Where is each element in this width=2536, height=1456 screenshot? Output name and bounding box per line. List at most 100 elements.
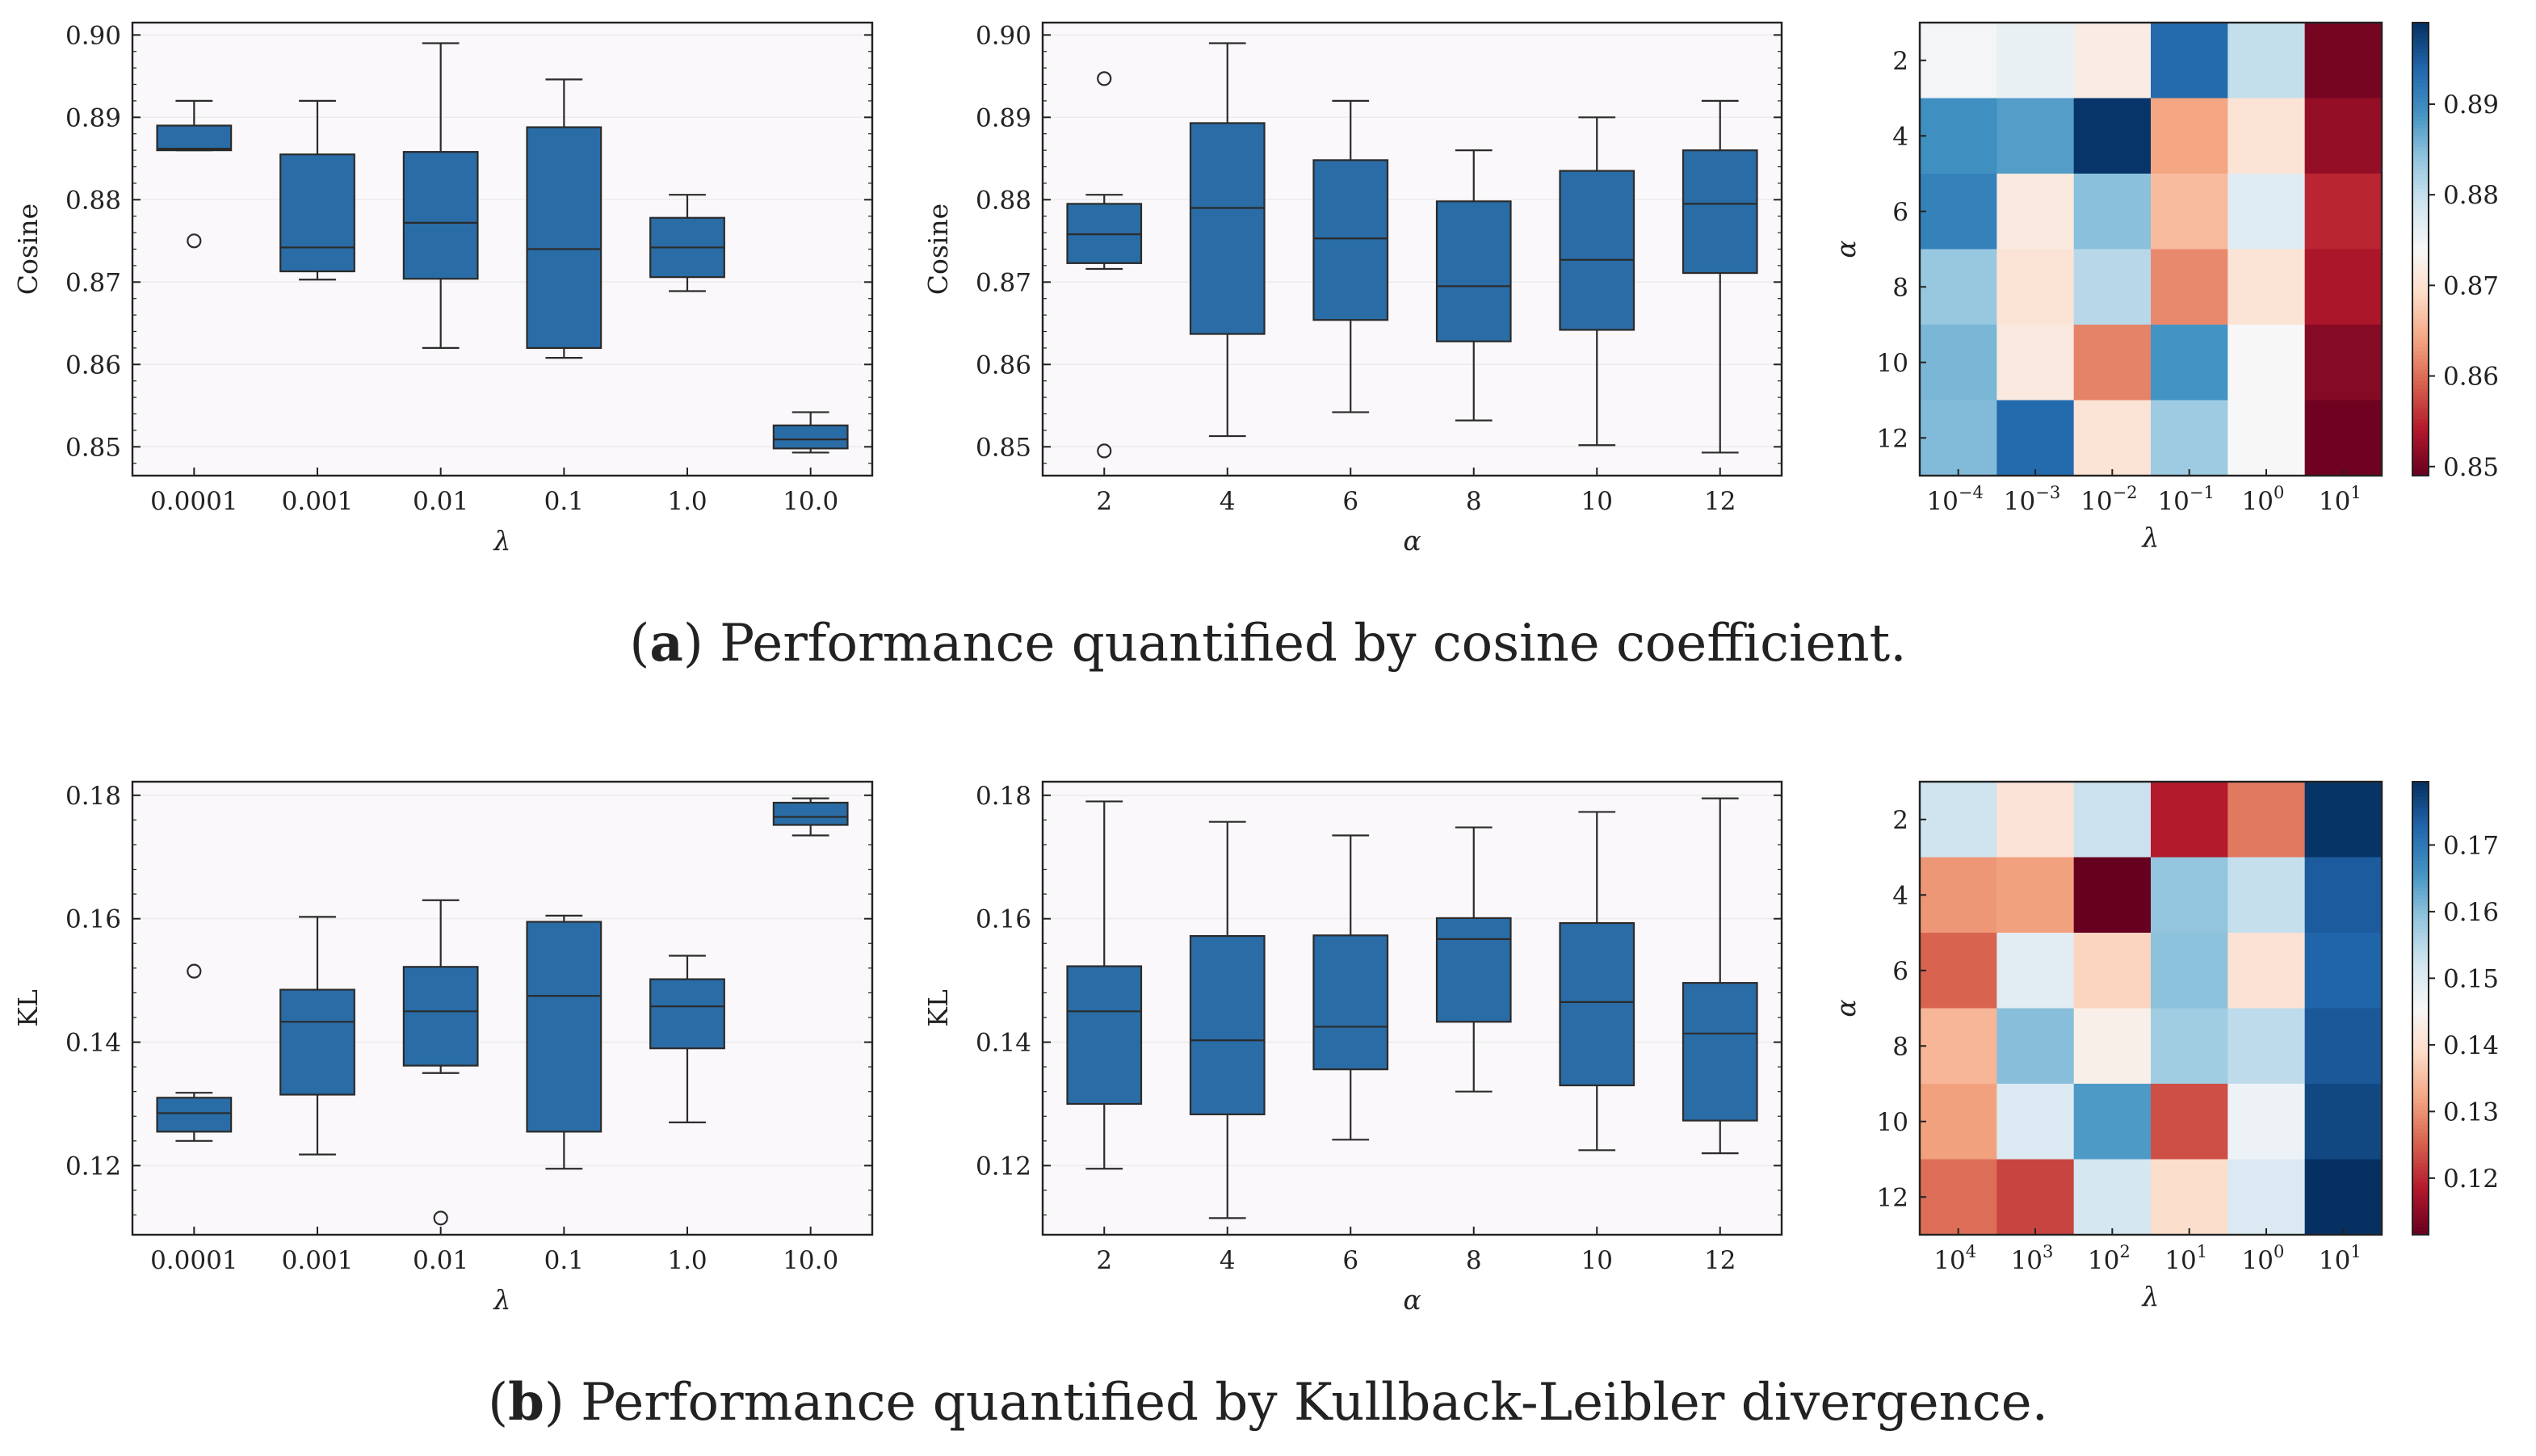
- colorbar-segment: [2412, 113, 2429, 118]
- box-iqr: [1559, 170, 1635, 331]
- y-tick-label: 10: [1877, 1108, 1908, 1137]
- colorbar-segment: [2412, 37, 2429, 42]
- caption-a-text: Performance quantified by cosine coeffic…: [703, 614, 1907, 673]
- colorbar-tick-label: 0.88: [2443, 181, 2499, 210]
- heatmap-cell: [2073, 1159, 2152, 1236]
- colorbar-segment: [2412, 913, 2429, 918]
- colorbar-segment: [2412, 1227, 2429, 1232]
- colorbar-segment: [2412, 162, 2429, 167]
- colorbar-segment: [2412, 294, 2429, 299]
- x-tick-label: 12: [1704, 487, 1736, 516]
- heatmap-cell: [2073, 782, 2152, 858]
- colorbar-segment: [2412, 898, 2429, 904]
- colorbar-segment: [2412, 875, 2429, 881]
- box-5: [772, 797, 849, 837]
- colorbar-segment: [2412, 343, 2429, 348]
- colorbar-segment: [2412, 906, 2429, 911]
- heatmap-cell: [2227, 857, 2306, 934]
- colorbar-segment: [2412, 384, 2429, 390]
- colorbar-segment: [2412, 1208, 2429, 1213]
- colorbar-segment: [2412, 868, 2429, 873]
- x-tick-exponent: 4: [1966, 1242, 1976, 1261]
- colorbar-segment: [2412, 79, 2429, 84]
- x-tick-base: 10: [2319, 487, 2350, 516]
- colorbar-segment: [2412, 1231, 2429, 1236]
- colorbar-segment: [2412, 404, 2429, 409]
- colorbar-segment: [2412, 301, 2429, 307]
- colorbar-segment: [2412, 1008, 2429, 1013]
- plot-area: [1043, 782, 1782, 1235]
- colorbar-segment: [2412, 989, 2429, 994]
- y-tick-label: 4: [1892, 122, 1908, 151]
- x-tick-label: 10: [1581, 487, 1613, 516]
- heatmap-cell: [2227, 1084, 2306, 1160]
- colorbar-segment: [2412, 400, 2429, 405]
- colorbar-segment: [2412, 196, 2429, 201]
- colorbar-segment: [2412, 955, 2429, 960]
- x-tick-exponent: 1: [2197, 1242, 2207, 1261]
- colorbar-segment: [2412, 381, 2429, 386]
- colorbar-segment: [2412, 808, 2429, 812]
- caption-a: (a) Performance quantified by cosine coe…: [629, 613, 1906, 673]
- heatmap-cell: [2227, 1159, 2306, 1236]
- heatmap-cell: [2073, 1084, 2152, 1160]
- colorbar-segment: [2412, 970, 2429, 976]
- y-tick-label: 2: [1892, 47, 1908, 76]
- y-tick-label: 0.90: [65, 21, 121, 50]
- colorbar-segment: [2412, 143, 2429, 148]
- x-tick-exponent: 0: [2274, 1242, 2284, 1261]
- x-tick-label: 2: [1096, 1246, 1112, 1275]
- heatmap-cell: [2227, 325, 2306, 401]
- colorbar-segment: [2412, 936, 2429, 941]
- colorbar-segment: [2412, 978, 2429, 983]
- box-0: [1066, 800, 1143, 1170]
- x-tick-label: 102: [2088, 1242, 2131, 1275]
- colorbar-segment: [2412, 109, 2429, 114]
- y-tick-label: 0.89: [976, 103, 1031, 132]
- heatmap-frame: [1918, 780, 2383, 1236]
- heatmap-cell: [2073, 174, 2152, 250]
- y-tick-label: 8: [1892, 1032, 1908, 1061]
- chart-kl_lambda: 0.12 0.14 0.16 0.18 0.0001 0.001 0.01 0.1 1.0 10.…: [12, 780, 874, 1315]
- heatmap-cell: [1996, 400, 2075, 476]
- colorbar-frame: [2412, 22, 2429, 476]
- colorbar-segment: [2412, 1057, 2429, 1062]
- x-tick-exponent: −1: [2190, 483, 2215, 502]
- colorbar-segment: [2412, 967, 2429, 971]
- heatmap-cell: [1920, 1084, 1997, 1160]
- x-tick-label: 101: [2319, 483, 2362, 516]
- x-tick-label: 0.1: [544, 487, 584, 516]
- colorbar-segment: [2412, 1001, 2429, 1005]
- colorbar-segment: [2412, 199, 2429, 204]
- x-tick-label: 6: [1342, 487, 1358, 516]
- colorbar-segment: [2412, 1087, 2429, 1092]
- colorbar-segment: [2412, 460, 2429, 465]
- heatmap-cell: [2151, 174, 2228, 250]
- x-tick-label: 2: [1096, 487, 1112, 516]
- colorbar-tick-label: 0.89: [2443, 90, 2499, 120]
- x-tick-exponent: 2: [2119, 1242, 2130, 1261]
- colorbar-segment: [2412, 215, 2429, 220]
- colorbar-segment: [2412, 1068, 2429, 1073]
- box-2: [1312, 99, 1389, 413]
- colorbar-segment: [2412, 1170, 2429, 1175]
- heatmap-cell: [2227, 174, 2306, 250]
- colorbar-segment: [2412, 1121, 2429, 1127]
- colorbar-segment: [2412, 441, 2429, 447]
- colorbar-segment: [2412, 147, 2429, 152]
- heatmap-cell: [2151, 857, 2228, 934]
- y-axis-label: KL: [922, 989, 954, 1027]
- x-tick-label: 10−4: [1926, 483, 1983, 516]
- heatmap-cell: [2304, 98, 2383, 174]
- plot-frame: [131, 21, 874, 477]
- box-4: [649, 955, 725, 1123]
- colorbar-segment: [2412, 128, 2429, 133]
- colorbar-segment: [2412, 41, 2429, 46]
- colorbar-segment: [2412, 105, 2429, 111]
- heatmap-cell: [2304, 857, 2383, 934]
- colorbar-segment: [2412, 90, 2429, 95]
- colorbar-tick-label: 0.86: [2443, 363, 2499, 392]
- colorbar-segment: [2412, 445, 2429, 450]
- y-tick-label: 0.85: [65, 433, 121, 462]
- colorbar-segment: [2412, 264, 2429, 269]
